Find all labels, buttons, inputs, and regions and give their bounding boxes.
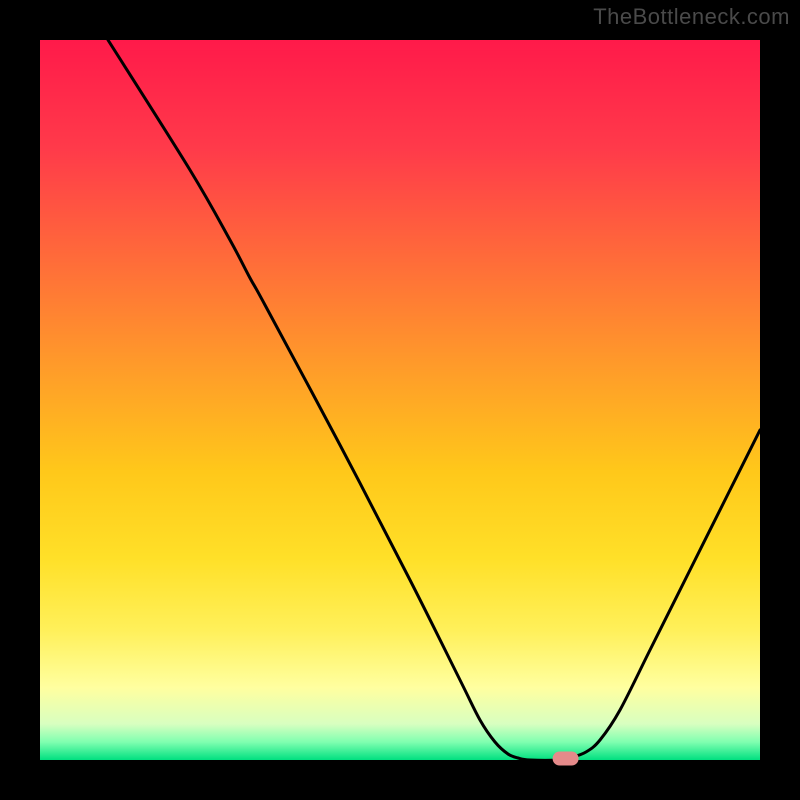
optimum-marker: [553, 752, 579, 766]
plot-area: [40, 40, 760, 760]
watermark-text: TheBottleneck.com: [593, 4, 790, 30]
chart-svg: [0, 0, 800, 800]
chart-stage: TheBottleneck.com: [0, 0, 800, 800]
